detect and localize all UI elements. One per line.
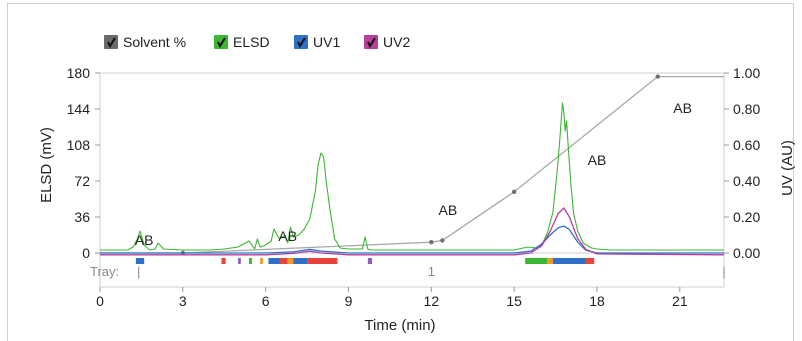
tray-fraction [552, 258, 586, 264]
y-left-tick-label: 180 [67, 65, 91, 81]
y-left-tick-label: 72 [74, 173, 90, 189]
x-tick-label: 9 [345, 293, 353, 309]
tray-fraction [293, 258, 308, 264]
x-tick-label: 18 [589, 293, 605, 309]
tray-fraction [221, 258, 226, 264]
tray-fraction [525, 258, 548, 264]
series-solvent-point [440, 238, 445, 243]
tray-fraction [279, 258, 288, 264]
legend-item-elsd[interactable]: ELSD [214, 34, 270, 50]
y-left-tick-label: 36 [74, 209, 90, 225]
series-elsd-line [100, 102, 724, 251]
tray-fraction [249, 258, 252, 264]
legend-label: UV1 [313, 34, 340, 50]
legend-item-uv1[interactable]: UV1 [294, 34, 340, 50]
y-right-tick-label: 0.20 [733, 209, 760, 225]
tray-marker: | [137, 264, 140, 279]
ab-annotation: AB [135, 232, 154, 248]
y-left-axis-title: ELSD (mV) [38, 127, 55, 203]
series-solvent-point [511, 189, 517, 194]
tray-fraction [585, 258, 595, 264]
y-left-tick-label: 0 [82, 245, 90, 261]
tray-fraction [268, 258, 280, 264]
legend-label: ELSD [233, 34, 270, 50]
x-tick-label: 0 [96, 293, 104, 309]
legend-label: UV2 [383, 34, 410, 50]
x-tick-label: 21 [672, 293, 688, 309]
tray-label: Tray: [90, 264, 119, 279]
checkmark-icon [107, 37, 116, 49]
series-uv2-line [100, 207, 725, 256]
legend-label: Solvent % [123, 34, 186, 50]
tray-fraction [547, 258, 553, 264]
legend-item-uv2[interactable]: UV2 [364, 34, 410, 50]
y-right-axis-title: UV (AU) [779, 140, 796, 196]
ab-annotation: AB [588, 152, 607, 168]
tray-marker: | [722, 264, 725, 279]
ab-annotation: AB [673, 100, 692, 116]
tray-fraction [367, 258, 372, 264]
legend-swatch-checkbox[interactable] [364, 35, 378, 49]
legend-swatch-checkbox[interactable] [294, 35, 308, 49]
y-right-tick-label: 1.00 [733, 65, 760, 81]
ab-annotation: AB [439, 202, 458, 218]
series-solvent-point [655, 74, 660, 79]
legend-item-solvent[interactable]: Solvent % [104, 34, 186, 50]
checkmark-icon [217, 37, 226, 49]
tray-marker: 1 [428, 264, 435, 279]
checkmark-icon [367, 37, 376, 49]
tray-fraction [307, 258, 338, 264]
series-solvent-line [100, 75, 724, 254]
x-tick-label: 12 [424, 293, 440, 309]
tray-fraction [287, 258, 294, 264]
tray-fraction [260, 258, 263, 264]
x-tick-label: 15 [506, 293, 522, 309]
legend-swatch-checkbox[interactable] [214, 35, 228, 49]
y-right-tick-label: 0.60 [733, 137, 760, 153]
tray-fraction [238, 258, 241, 264]
y-left-tick-label: 108 [67, 137, 91, 153]
y-right-tick-label: 0.40 [733, 173, 760, 189]
checkmark-icon [297, 37, 306, 49]
y-right-tick-label: 0.00 [733, 245, 760, 261]
chart-panel [7, 3, 794, 341]
series-uv1-line [100, 225, 724, 254]
legend-swatch-checkbox[interactable] [104, 35, 118, 49]
y-left-tick-label: 144 [67, 101, 91, 117]
tray-fraction [135, 258, 145, 264]
series-solvent-point [429, 240, 434, 245]
ab-annotation: AB [278, 228, 297, 244]
x-axis-title: Time (min) [364, 317, 435, 334]
y-right-tick-label: 0.80 [733, 101, 760, 117]
x-tick-label: 6 [262, 293, 270, 309]
x-tick-label: 3 [179, 293, 187, 309]
